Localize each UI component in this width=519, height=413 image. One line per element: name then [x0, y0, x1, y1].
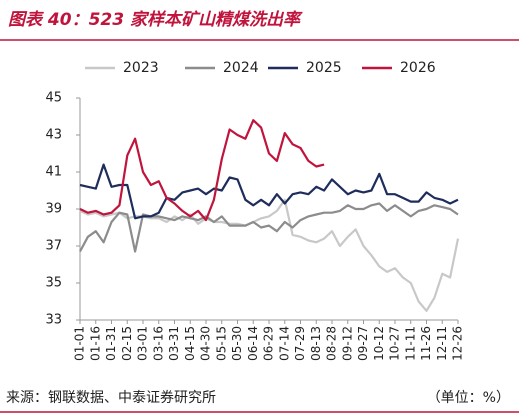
- x-tick-label: 06-29: [262, 326, 276, 361]
- x-tick-label: 03-01: [136, 326, 150, 361]
- x-tick-label: 10-12: [372, 326, 386, 361]
- x-tick-label: 01-01: [73, 326, 87, 361]
- x-tick-label: 03-16: [151, 326, 165, 361]
- x-tick-label: 11-11: [403, 326, 417, 361]
- x-tick-label: 09-12: [340, 326, 354, 361]
- series-line: [79, 202, 459, 253]
- legend-label: 2026: [400, 60, 436, 76]
- x-tick-label: 10-27: [388, 326, 402, 361]
- legend-label: 2024: [223, 60, 259, 76]
- x-tick-label: 05-30: [230, 326, 244, 361]
- x-tick-label: 11-26: [419, 326, 433, 361]
- y-tick-label: 37: [45, 239, 62, 254]
- y-tick-label: 33: [45, 313, 62, 328]
- x-tick-label: 06-14: [246, 326, 260, 361]
- x-tick-label: 05-15: [214, 326, 228, 361]
- chart-title: 图表 40：523 家样本矿山精煤洗出率: [8, 10, 303, 30]
- unit: （单位：%）: [427, 390, 510, 406]
- series-line: [79, 119, 325, 222]
- x-tick-label: 09-27: [356, 326, 370, 361]
- y-tick-label: 45: [45, 91, 62, 106]
- x-tick-label: 03-31: [167, 326, 181, 361]
- series-line: [79, 163, 459, 220]
- x-tick-label: 12-26: [451, 326, 465, 361]
- y-tick-label: 43: [45, 128, 62, 143]
- x-tick-label: 02-15: [120, 326, 134, 361]
- x-tick-label: 04-30: [199, 326, 213, 361]
- x-tick-label: 12-11: [435, 326, 449, 361]
- x-tick-label: 04-15: [183, 326, 197, 361]
- series-line: [79, 198, 460, 312]
- legend-label: 2025: [306, 60, 342, 76]
- y-tick-label: 41: [45, 165, 62, 180]
- source: 来源：钢联数据、中泰证券研究所: [6, 390, 216, 406]
- x-tick-label: 08-13: [309, 326, 323, 361]
- x-tick-label: 08-28: [325, 326, 339, 361]
- x-tick-label: 07-14: [277, 326, 291, 361]
- y-tick-label: 39: [45, 202, 62, 217]
- y-tick-label: 35: [45, 276, 62, 291]
- x-tick-label: 07-29: [293, 326, 307, 361]
- x-tick-label: 01-31: [104, 326, 118, 361]
- legend-label: 2023: [123, 60, 159, 76]
- x-tick-label: 01-16: [88, 326, 102, 361]
